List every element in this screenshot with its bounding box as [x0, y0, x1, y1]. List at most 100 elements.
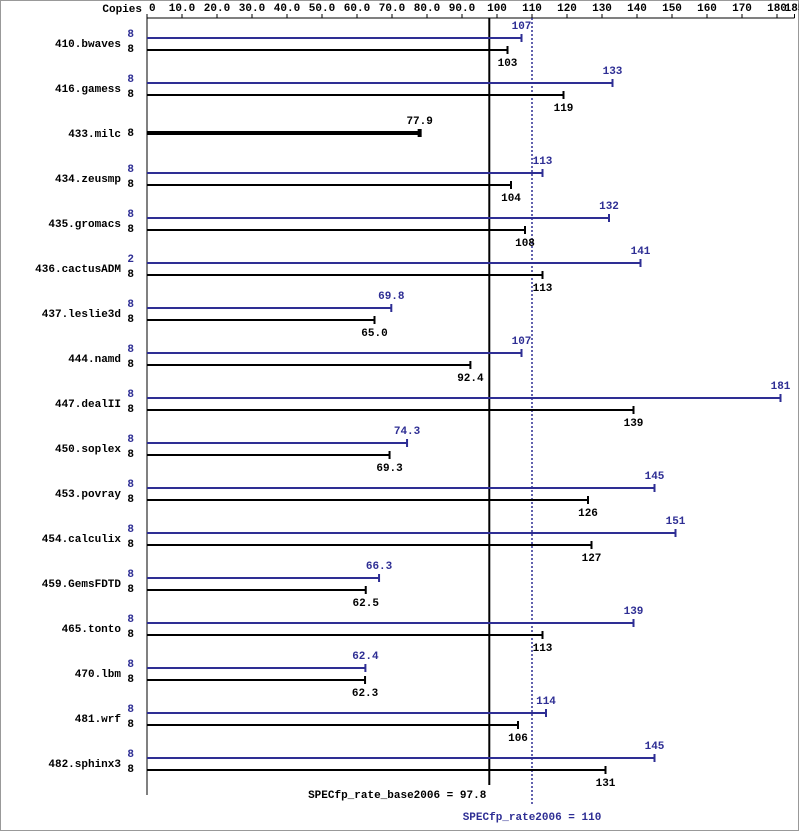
bar: [147, 619, 635, 627]
bar: [147, 129, 422, 137]
benchmark-label: 434.zeusmp: [55, 174, 121, 186]
benchmark-label: 470.lbm: [75, 669, 122, 681]
bar: [147, 709, 547, 717]
value-label: 62.5: [353, 598, 380, 610]
bar: [147, 484, 656, 492]
value-label: 77.9: [406, 116, 432, 128]
bar: [147, 754, 656, 762]
copies-label: 8: [127, 89, 134, 101]
copies-label: 8: [127, 209, 134, 221]
benchmark-label: 437.leslie3d: [42, 309, 121, 321]
copies-label: 8: [127, 269, 134, 281]
value-label: 69.3: [376, 463, 403, 475]
bar: [147, 574, 381, 582]
bar: [147, 721, 519, 729]
copies-label: 8: [127, 584, 134, 596]
x-tick-label: 100: [487, 3, 507, 15]
x-tick-label: 160: [697, 3, 717, 15]
copies-label: 8: [127, 719, 134, 731]
value-label: 74.3: [394, 426, 421, 438]
benchmark-label: 482.sphinx3: [48, 759, 121, 771]
copies-label: 8: [127, 704, 134, 716]
value-label: 139: [624, 606, 644, 618]
bar: [147, 316, 376, 324]
copies-label: 8: [127, 74, 134, 86]
reference-label: SPECfp_rate2006 = 110: [463, 812, 602, 824]
bar: [147, 529, 677, 537]
x-tick-label: 50.0: [309, 3, 335, 15]
copies-label: 8: [127, 164, 134, 176]
copies-label: 8: [127, 359, 134, 371]
benchmark-label: 416.gamess: [55, 84, 121, 96]
copies-label: 8: [127, 314, 134, 326]
bar: [147, 496, 589, 504]
value-label: 133: [603, 66, 623, 78]
x-tick-label: 185: [785, 3, 799, 15]
bar: [147, 664, 367, 672]
bar: [147, 214, 610, 222]
copies-label: 8: [127, 749, 134, 761]
value-label: 114: [536, 696, 556, 708]
x-tick-label: 90.0: [449, 3, 475, 15]
reference-label: SPECfp_rate_base2006 = 97.8: [308, 790, 487, 802]
copies-label: 8: [127, 344, 134, 356]
value-label: 62.4: [352, 651, 379, 663]
x-tick-label: 80.0: [414, 3, 440, 15]
copies-label: 8: [127, 764, 134, 776]
bar: [147, 34, 523, 42]
value-label: 131: [596, 778, 616, 790]
copies-label: 8: [127, 494, 134, 506]
x-tick-label: 40.0: [274, 3, 300, 15]
bar: [147, 271, 544, 279]
value-label: 62.3: [352, 688, 379, 700]
x-tick-label: 30.0: [239, 3, 265, 15]
bar: [147, 676, 367, 684]
benchmark-label: 465.tonto: [62, 624, 122, 636]
bar: [147, 631, 544, 639]
bar: [147, 304, 393, 312]
copies-label: 8: [127, 629, 134, 641]
copies-label: 8: [127, 539, 134, 551]
value-label: 104: [501, 193, 521, 205]
value-label: 126: [578, 508, 598, 520]
copies-label: 8: [127, 614, 134, 626]
copies-label: 8: [127, 389, 134, 401]
x-tick-label: 140: [627, 3, 647, 15]
value-label: 132: [599, 201, 619, 213]
bar: [147, 169, 544, 177]
benchmark-label: 459.GemsFDTD: [42, 579, 122, 591]
value-label: 92.4: [457, 373, 484, 385]
copies-label: 8: [127, 479, 134, 491]
benchmark-label: 436.cactusADM: [35, 264, 121, 276]
value-label: 151: [666, 516, 686, 528]
value-label: 141: [631, 246, 651, 258]
x-tick-label: 170: [732, 3, 752, 15]
value-label: 106: [508, 733, 528, 745]
copies-label: 8: [127, 524, 134, 536]
value-label: 181: [771, 381, 791, 393]
bar: [147, 46, 509, 54]
copies-label: 8: [127, 569, 134, 581]
value-label: 66.3: [366, 561, 393, 573]
benchmark-label: 410.bwaves: [55, 39, 121, 51]
benchmark-label: 435.gromacs: [48, 219, 121, 231]
copies-label: 8: [127, 404, 134, 416]
x-tick-label: 20.0: [204, 3, 230, 15]
copies-label: 8: [127, 179, 134, 191]
bar: [147, 451, 391, 459]
x-tick-label: 120: [557, 3, 577, 15]
value-label: 145: [645, 741, 665, 753]
copies-label: 8: [127, 659, 134, 671]
x-tick-label: 10.0: [169, 3, 195, 15]
x-tick-label: 130: [592, 3, 612, 15]
value-label: 113: [533, 643, 553, 655]
x-tick-label: 180: [767, 3, 787, 15]
value-label: 69.8: [378, 291, 405, 303]
x-tick-label: 110: [522, 3, 542, 15]
copies-label: 8: [127, 449, 134, 461]
bar: [147, 226, 526, 234]
benchmark-label: 481.wrf: [75, 714, 122, 726]
